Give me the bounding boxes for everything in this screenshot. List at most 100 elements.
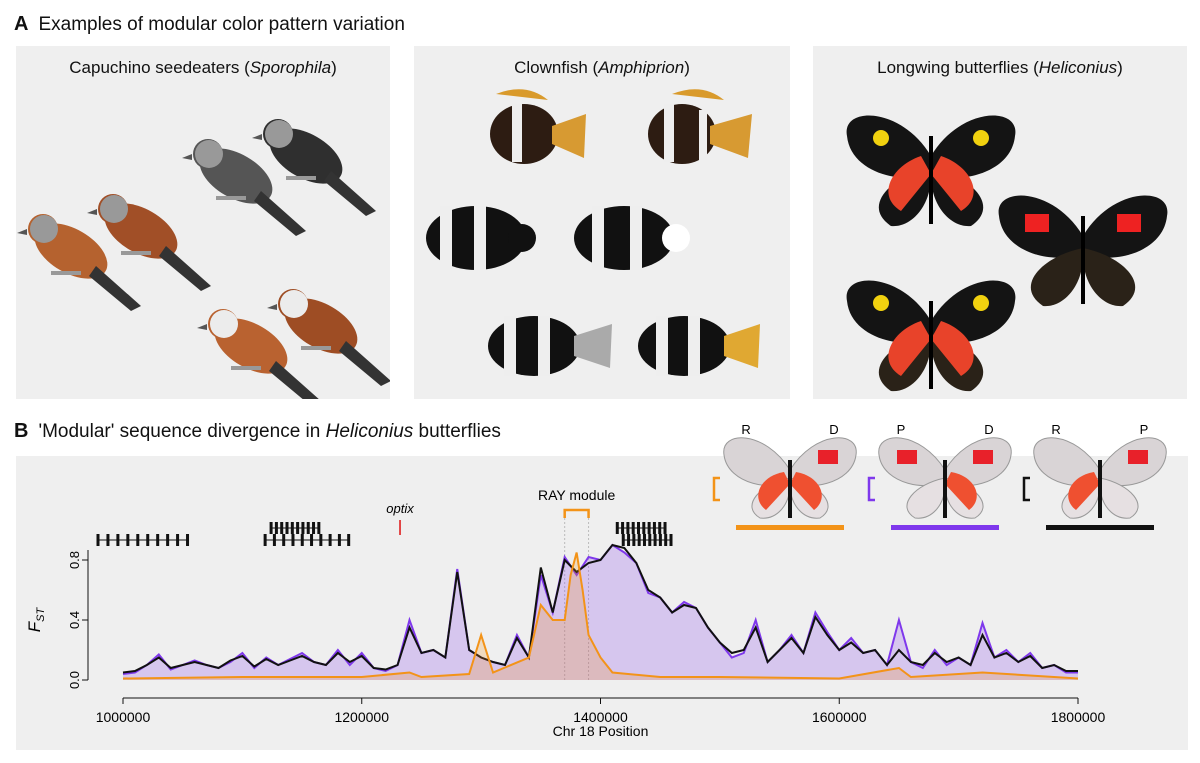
fish-4 xyxy=(574,206,690,270)
gene-exon xyxy=(263,534,267,546)
gene-exon xyxy=(156,534,160,546)
gene-exon xyxy=(280,522,284,534)
x-tick-label: 1200000 xyxy=(334,709,389,725)
gene-exon xyxy=(621,522,625,534)
gene-exon xyxy=(648,534,652,546)
inset-patch-pattern xyxy=(1128,450,1148,464)
fish-5 xyxy=(488,316,612,376)
inset-label-left: R xyxy=(741,422,750,437)
heliconius-box: Longwing butterflies (Heliconius) xyxy=(813,46,1187,399)
inset-color-bar xyxy=(1046,525,1154,530)
gene-exon xyxy=(300,534,304,546)
gene-exon xyxy=(96,534,100,546)
inset-body xyxy=(1098,460,1102,518)
gene-exon xyxy=(176,534,180,546)
gene-exon xyxy=(621,534,625,546)
inset-label-left: P xyxy=(897,422,906,437)
gene-exon xyxy=(669,534,673,546)
y-axis-label: FST xyxy=(25,606,47,632)
seedeater-box: Capuchino seedeaters (Sporophila) xyxy=(16,46,390,399)
gene-exon xyxy=(642,522,646,534)
inset-hindwing-right xyxy=(1099,477,1139,519)
gene-exon xyxy=(642,534,646,546)
x-tick-label: 1400000 xyxy=(573,709,628,725)
panel-b-title-post: butterflies xyxy=(413,421,501,442)
gene-exon xyxy=(347,534,351,546)
seedeater-illustrations xyxy=(16,114,390,399)
panel-a-heading: A Examples of modular color pattern varia… xyxy=(14,13,405,36)
gene-exon xyxy=(306,522,310,534)
gene-exon xyxy=(637,522,641,534)
inset-bracket xyxy=(712,476,720,502)
y-tick-label: 0.0 xyxy=(67,671,82,689)
gene-exon xyxy=(291,534,295,546)
gene-exon xyxy=(317,522,321,534)
gene-exon xyxy=(653,534,657,546)
y-tick-label: 0.4 xyxy=(67,611,82,629)
butterfly-2 xyxy=(998,195,1168,307)
gene-exon xyxy=(337,534,341,546)
butterfly-3 xyxy=(846,280,1016,392)
gene-exon xyxy=(166,534,170,546)
series-1-line xyxy=(122,543,1078,674)
gene-exon xyxy=(637,534,641,546)
gene-exon xyxy=(106,534,110,546)
gene-exon xyxy=(631,522,635,534)
inset-ray-pattern xyxy=(790,472,822,510)
gene-exon xyxy=(663,522,667,534)
gene-exon xyxy=(658,522,662,534)
panel-b-letter: B xyxy=(14,420,29,442)
inset-ray-pattern xyxy=(758,472,790,510)
inset-patch-pattern xyxy=(897,450,917,464)
panel-b-title-pre: 'Modular' sequence divergence in xyxy=(38,421,326,442)
butterfly-1 xyxy=(846,115,1016,227)
panel-a-title: Examples of modular color pattern variat… xyxy=(38,14,405,35)
gene-exon xyxy=(296,522,300,534)
panel-a-letter: A xyxy=(14,13,29,35)
fst-panel xyxy=(16,456,1188,750)
gene-exon xyxy=(319,534,323,546)
inset-ray-pattern xyxy=(1068,472,1100,510)
x-tick-label: 1000000 xyxy=(96,709,151,725)
inset-patch-pattern xyxy=(818,450,838,464)
gene-exon xyxy=(136,534,140,546)
y-tick-label: 0.8 xyxy=(67,551,82,569)
clownfish-title: Clownfish (Amphiprion) xyxy=(514,58,690,77)
gene-exon xyxy=(274,522,278,534)
gene-exon xyxy=(626,522,630,534)
gene-exon xyxy=(282,534,286,546)
ray-module-label: RAY module xyxy=(538,487,616,503)
inset-body xyxy=(943,460,947,518)
clownfish-illustrations xyxy=(426,89,760,376)
x-tick-label: 1800000 xyxy=(1051,709,1106,725)
gene-exon xyxy=(664,534,668,546)
panel-b-heading: B 'Modular' sequence divergence in Helico… xyxy=(14,420,501,443)
ray-module-bracket xyxy=(563,508,590,518)
inset-color-bar xyxy=(891,525,999,530)
gene-exon xyxy=(632,534,636,546)
fish-1 xyxy=(490,89,586,164)
gene-exon xyxy=(652,522,656,534)
gene-exon xyxy=(285,522,289,534)
inset-color-bar xyxy=(736,525,844,530)
inset-ray-pattern xyxy=(945,472,977,510)
inset-hindwing-left xyxy=(906,477,946,519)
inset-bracket xyxy=(1022,476,1030,502)
seedeater-title: Capuchino seedeaters (Sporophila) xyxy=(69,58,337,77)
gene-exon xyxy=(272,534,276,546)
gene-exon xyxy=(116,534,120,546)
panel-b-title-italic: Heliconius xyxy=(325,421,414,442)
gene-exon xyxy=(146,534,150,546)
fish-6 xyxy=(638,316,760,376)
gene-exon xyxy=(615,522,619,534)
gene-exon xyxy=(186,534,190,546)
optix-label: optix xyxy=(386,501,414,516)
inset-bracket xyxy=(867,476,875,502)
x-tick-label: 1600000 xyxy=(812,709,867,725)
series-0-area xyxy=(123,545,1078,680)
inset-label-right: D xyxy=(829,422,838,437)
